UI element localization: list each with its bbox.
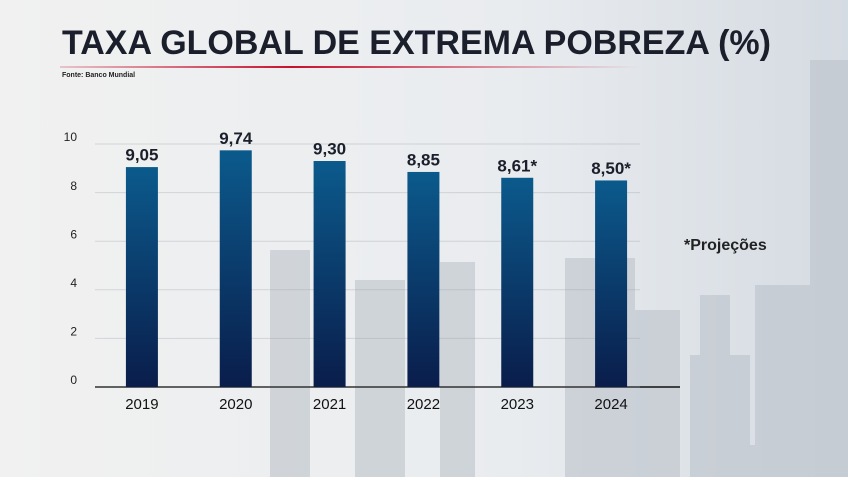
- x-tick-label: 2024: [594, 396, 627, 413]
- x-tick-label: 2020: [219, 396, 252, 413]
- y-tick-label: 8: [70, 179, 77, 193]
- y-tick-label: 4: [70, 276, 77, 290]
- value-label: 8,85: [407, 150, 440, 169]
- x-tick-label: 2021: [313, 396, 346, 413]
- value-label: 9,74: [219, 129, 253, 148]
- y-tick-label: 0: [70, 373, 77, 387]
- bar: [595, 180, 628, 387]
- y-tick-label: 6: [70, 227, 77, 241]
- value-label: 8,61*: [497, 156, 537, 175]
- value-label: 8,50*: [591, 159, 631, 178]
- bar: [125, 167, 158, 387]
- bar: [219, 150, 252, 387]
- x-tick-label: 2019: [125, 396, 158, 413]
- source: Fonte: Banco Mundial: [62, 72, 135, 79]
- bar: [313, 161, 346, 387]
- x-tick-label: 2023: [501, 396, 534, 413]
- y-tick-label: 2: [70, 325, 77, 339]
- x-tick-label: 2022: [407, 396, 440, 413]
- value-label: 9,30: [313, 139, 346, 158]
- annotation: *Projeções: [684, 237, 767, 254]
- bar: [501, 177, 534, 387]
- chart-title: TAXA GLOBAL DE EXTREMA POBREZA (%): [62, 24, 771, 62]
- title-rule: [60, 66, 640, 68]
- bar: [407, 171, 440, 387]
- value-label: 9,05: [125, 146, 158, 165]
- y-tick-label: 10: [64, 130, 78, 144]
